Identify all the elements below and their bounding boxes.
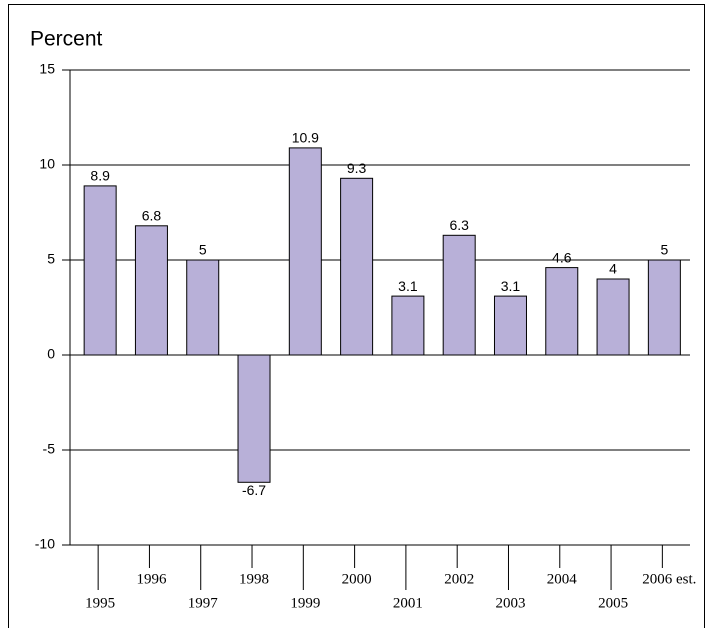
y-tick-label: -5 xyxy=(43,441,56,457)
value-label: 6.8 xyxy=(142,208,162,224)
bar xyxy=(596,278,630,356)
x-tick-label: 2001 xyxy=(393,595,423,611)
bar xyxy=(288,147,322,356)
bar xyxy=(237,354,271,483)
chart-title: Percent xyxy=(30,28,103,51)
bar xyxy=(83,185,117,356)
value-label: 5 xyxy=(199,242,207,258)
x-tick-label: 1998 xyxy=(239,571,269,587)
y-tick-label: 15 xyxy=(39,61,55,77)
x-tick-label: 2002 xyxy=(444,571,474,587)
bar xyxy=(186,259,220,356)
y-tick-label: 0 xyxy=(47,346,55,362)
value-label: 8.9 xyxy=(90,168,110,184)
value-label: 5 xyxy=(660,242,668,258)
bar xyxy=(340,177,374,356)
bar xyxy=(647,259,681,356)
bar xyxy=(493,295,527,356)
x-tick-label: 1999 xyxy=(290,595,320,611)
x-tick-label: 1995 xyxy=(85,595,115,611)
x-tick-label: 2000 xyxy=(342,571,372,587)
bar xyxy=(134,225,168,356)
x-tick-label: 1997 xyxy=(188,595,219,611)
value-label: 10.9 xyxy=(292,130,319,146)
value-label: 3.1 xyxy=(501,278,521,294)
x-tick-label: 2006 est. xyxy=(642,571,696,587)
frame xyxy=(8,4,705,628)
y-tick-label: 10 xyxy=(39,156,55,172)
x-tick-label: 1996 xyxy=(136,571,167,587)
y-tick-label: -10 xyxy=(35,536,55,552)
x-tick-label: 2005 xyxy=(598,595,628,611)
value-label: 6.3 xyxy=(449,217,469,233)
value-label: 9.3 xyxy=(347,160,367,176)
y-tick-label: 5 xyxy=(47,251,55,267)
bar xyxy=(391,295,425,356)
value-label: -6.7 xyxy=(242,482,266,498)
bar xyxy=(545,267,579,356)
bar xyxy=(442,234,476,356)
value-label: 4 xyxy=(609,261,617,277)
x-tick-label: 2003 xyxy=(495,595,525,611)
value-label: 4.6 xyxy=(552,249,572,265)
value-label: 3.1 xyxy=(398,278,418,294)
x-tick-label: 2004 xyxy=(547,571,578,587)
